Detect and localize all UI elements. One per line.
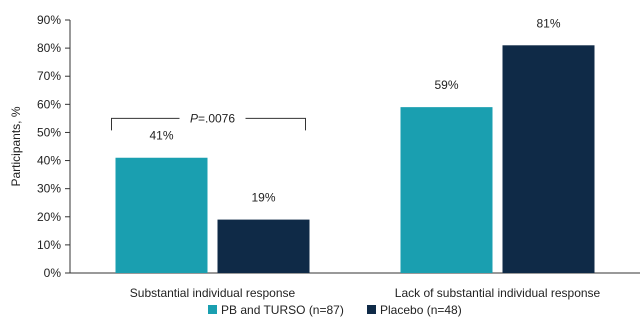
legend-label-placebo: Placebo (n=48) bbox=[380, 303, 462, 317]
x-category-label: Substantial individual response bbox=[130, 286, 296, 300]
bar-placebo-1 bbox=[502, 45, 595, 273]
y-tick-label: 80% bbox=[37, 41, 61, 55]
p-value-text: =.0076 bbox=[198, 111, 235, 125]
y-tick-label: 20% bbox=[37, 210, 61, 224]
y-tick-label: 70% bbox=[37, 69, 61, 83]
x-category-label: Lack of substantial individual response bbox=[395, 286, 601, 300]
data-label: 19% bbox=[251, 191, 275, 205]
bar-pb-turso-1 bbox=[400, 107, 493, 274]
data-label: 59% bbox=[434, 78, 458, 92]
significance-bracket-right bbox=[245, 117, 306, 131]
legend-label-pb-turso: PB and TURSO (n=87) bbox=[221, 303, 344, 317]
data-label: 41% bbox=[149, 129, 173, 143]
y-tick-label: 90% bbox=[37, 13, 61, 27]
p-value-annotation: P=.0076 bbox=[190, 111, 235, 125]
bar-pb-turso-0 bbox=[115, 157, 208, 273]
y-axis-title: Participants, % bbox=[9, 106, 23, 186]
y-tick-label: 50% bbox=[37, 125, 61, 139]
legend-swatch-placebo bbox=[367, 305, 376, 314]
y-tick-label: 30% bbox=[37, 182, 61, 196]
y-tick-label: 60% bbox=[37, 97, 61, 111]
bar-placebo-0 bbox=[217, 219, 310, 273]
legend-swatch-pb-turso bbox=[208, 305, 217, 314]
y-tick-label: 0% bbox=[44, 266, 62, 280]
y-tick-label: 40% bbox=[37, 154, 61, 168]
y-tick-label: 10% bbox=[37, 238, 61, 252]
p-value-italic-p: P bbox=[190, 111, 198, 125]
data-label: 81% bbox=[536, 16, 560, 30]
significance-bracket-left bbox=[111, 117, 180, 131]
